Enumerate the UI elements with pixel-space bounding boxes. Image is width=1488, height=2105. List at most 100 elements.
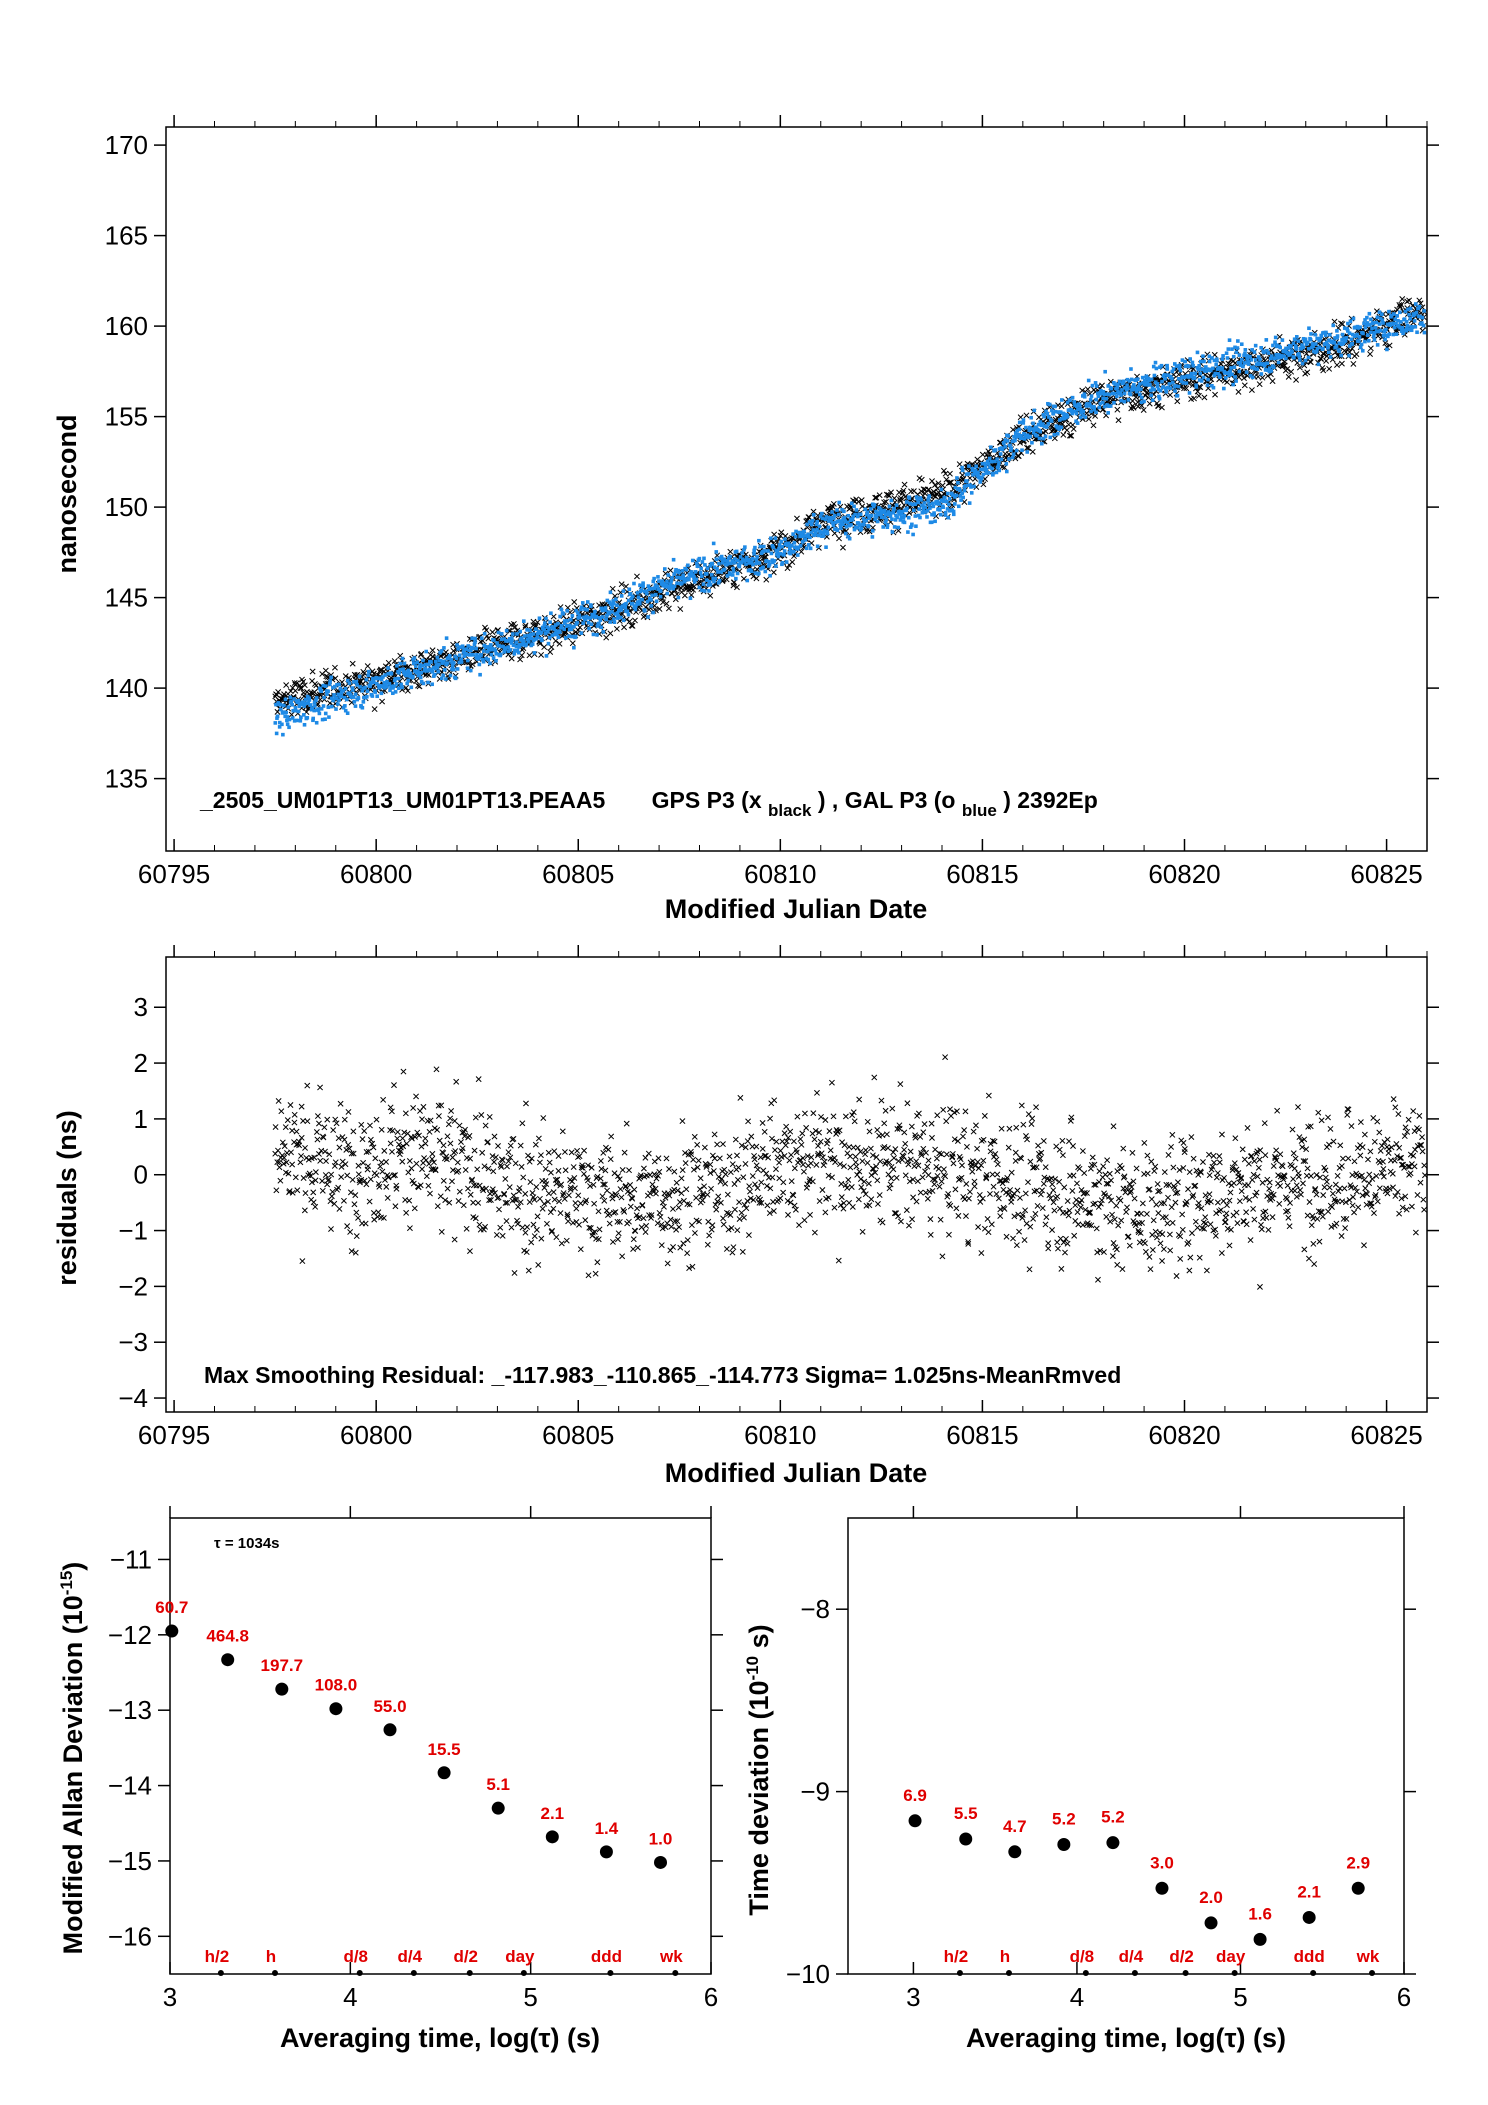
data-point	[1413, 325, 1418, 329]
data-point	[919, 498, 923, 502]
data-point	[323, 711, 328, 716]
data-point	[730, 573, 735, 577]
data-point	[1070, 395, 1075, 400]
data-point	[715, 567, 719, 571]
data-point	[301, 682, 308, 689]
data-point	[573, 634, 578, 639]
data-point	[370, 694, 375, 698]
data-point	[455, 667, 460, 671]
data-point	[572, 645, 576, 650]
data-point	[702, 589, 707, 593]
data-point	[556, 635, 561, 640]
data-point	[1276, 360, 1281, 365]
data-point	[293, 680, 300, 687]
data-point	[397, 671, 401, 675]
data-point	[931, 504, 936, 509]
data-point	[1115, 417, 1122, 424]
y-tick-label: 165	[105, 221, 148, 251]
data-point	[1089, 409, 1093, 414]
y-tick-label: 140	[105, 673, 148, 703]
data-point	[752, 552, 756, 556]
data-point	[1122, 399, 1127, 404]
data-point	[391, 658, 398, 664]
data-point	[361, 700, 366, 704]
data-point	[398, 667, 402, 672]
data-point	[1171, 380, 1175, 385]
data-point	[632, 617, 638, 624]
data-point	[803, 537, 808, 542]
data-point	[1060, 398, 1064, 402]
data-point	[652, 576, 656, 581]
data-point	[947, 502, 951, 507]
data-point	[1335, 334, 1340, 338]
data-point	[1195, 350, 1200, 355]
data-point	[295, 718, 299, 723]
data-point	[379, 698, 386, 705]
data-point	[1391, 332, 1395, 337]
data-point	[728, 554, 732, 559]
data-point	[1178, 368, 1183, 373]
data-point	[1038, 429, 1043, 434]
data-point	[850, 517, 855, 522]
data-point	[1128, 392, 1133, 397]
data-point	[1029, 448, 1036, 455]
data-point	[619, 594, 624, 598]
data-point	[735, 571, 740, 576]
data-point	[1191, 363, 1195, 368]
data-point	[1072, 400, 1077, 404]
data-point	[996, 464, 1001, 468]
data-point	[275, 714, 280, 719]
data-point	[1135, 403, 1142, 410]
data-point	[1032, 408, 1037, 413]
data-point	[1350, 341, 1355, 346]
data-point	[313, 704, 317, 708]
data-point	[452, 661, 456, 665]
data-point	[757, 561, 762, 565]
data-point	[1081, 409, 1086, 414]
data-point	[517, 656, 524, 663]
data-point	[455, 643, 459, 647]
data-point	[687, 577, 691, 582]
data-point	[946, 515, 951, 520]
data-point	[561, 611, 566, 616]
data-point	[825, 531, 830, 536]
data-point	[393, 690, 398, 694]
data-point	[961, 495, 965, 500]
data-point	[280, 722, 284, 727]
data-point	[905, 506, 909, 511]
data-point	[1196, 367, 1201, 372]
data-point	[1335, 329, 1339, 333]
data-point	[708, 582, 713, 587]
data-point	[1112, 400, 1116, 405]
data-point	[607, 630, 614, 637]
data-point	[1236, 339, 1240, 343]
data-point	[579, 605, 584, 609]
data-point	[667, 567, 674, 574]
data-point	[999, 457, 1004, 462]
data-point	[1028, 434, 1032, 439]
data-point	[298, 719, 303, 723]
data-point	[1409, 328, 1414, 333]
data-point	[1421, 323, 1426, 328]
data-point	[400, 685, 404, 690]
data-point	[1205, 383, 1210, 388]
data-point	[1380, 312, 1384, 316]
data-point	[393, 677, 398, 681]
data-point	[902, 493, 909, 500]
data-point	[1360, 348, 1365, 353]
data-point	[913, 514, 918, 518]
data-point	[783, 537, 787, 541]
data-point	[1381, 321, 1385, 325]
data-point	[288, 695, 293, 700]
data-point	[795, 553, 800, 557]
data-point	[684, 584, 691, 590]
x-tick-label: 60810	[744, 859, 816, 889]
data-point	[669, 579, 673, 583]
data-point	[941, 499, 946, 504]
data-point	[1253, 343, 1258, 348]
data-point	[842, 515, 847, 520]
data-point	[1394, 332, 1399, 337]
data-point	[337, 698, 341, 702]
data-point	[1417, 304, 1422, 309]
